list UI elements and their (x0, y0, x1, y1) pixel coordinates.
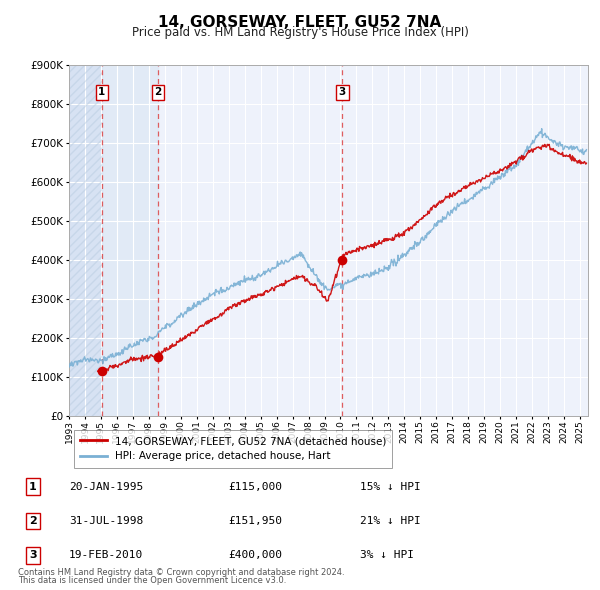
Bar (69, 65, 102, 416)
Legend: 14, GORSEWAY, FLEET, GU52 7NA (detached house), HPI: Average price, detached hou: 14, GORSEWAY, FLEET, GU52 7NA (detached … (74, 430, 392, 468)
Text: 3% ↓ HPI: 3% ↓ HPI (360, 550, 414, 560)
Text: 3: 3 (339, 87, 346, 97)
Text: £151,950: £151,950 (228, 516, 282, 526)
Bar (102, 65, 158, 416)
Text: 1: 1 (29, 482, 37, 491)
Text: 20-JAN-1995: 20-JAN-1995 (69, 482, 143, 491)
Text: £115,000: £115,000 (228, 482, 282, 491)
Text: 1: 1 (98, 87, 106, 97)
Text: 31-JUL-1998: 31-JUL-1998 (69, 516, 143, 526)
Text: 14, GORSEWAY, FLEET, GU52 7NA: 14, GORSEWAY, FLEET, GU52 7NA (158, 15, 442, 30)
Text: 2: 2 (29, 516, 37, 526)
Text: £400,000: £400,000 (228, 550, 282, 560)
Text: 2: 2 (154, 87, 162, 97)
Text: This data is licensed under the Open Government Licence v3.0.: This data is licensed under the Open Gov… (18, 576, 286, 585)
Text: Contains HM Land Registry data © Crown copyright and database right 2024.: Contains HM Land Registry data © Crown c… (18, 568, 344, 577)
Text: Price paid vs. HM Land Registry's House Price Index (HPI): Price paid vs. HM Land Registry's House … (131, 26, 469, 39)
Text: 19-FEB-2010: 19-FEB-2010 (69, 550, 143, 560)
Bar (69, 65, 102, 416)
Text: 15% ↓ HPI: 15% ↓ HPI (360, 482, 421, 491)
Text: 3: 3 (29, 550, 37, 560)
Text: 21% ↓ HPI: 21% ↓ HPI (360, 516, 421, 526)
